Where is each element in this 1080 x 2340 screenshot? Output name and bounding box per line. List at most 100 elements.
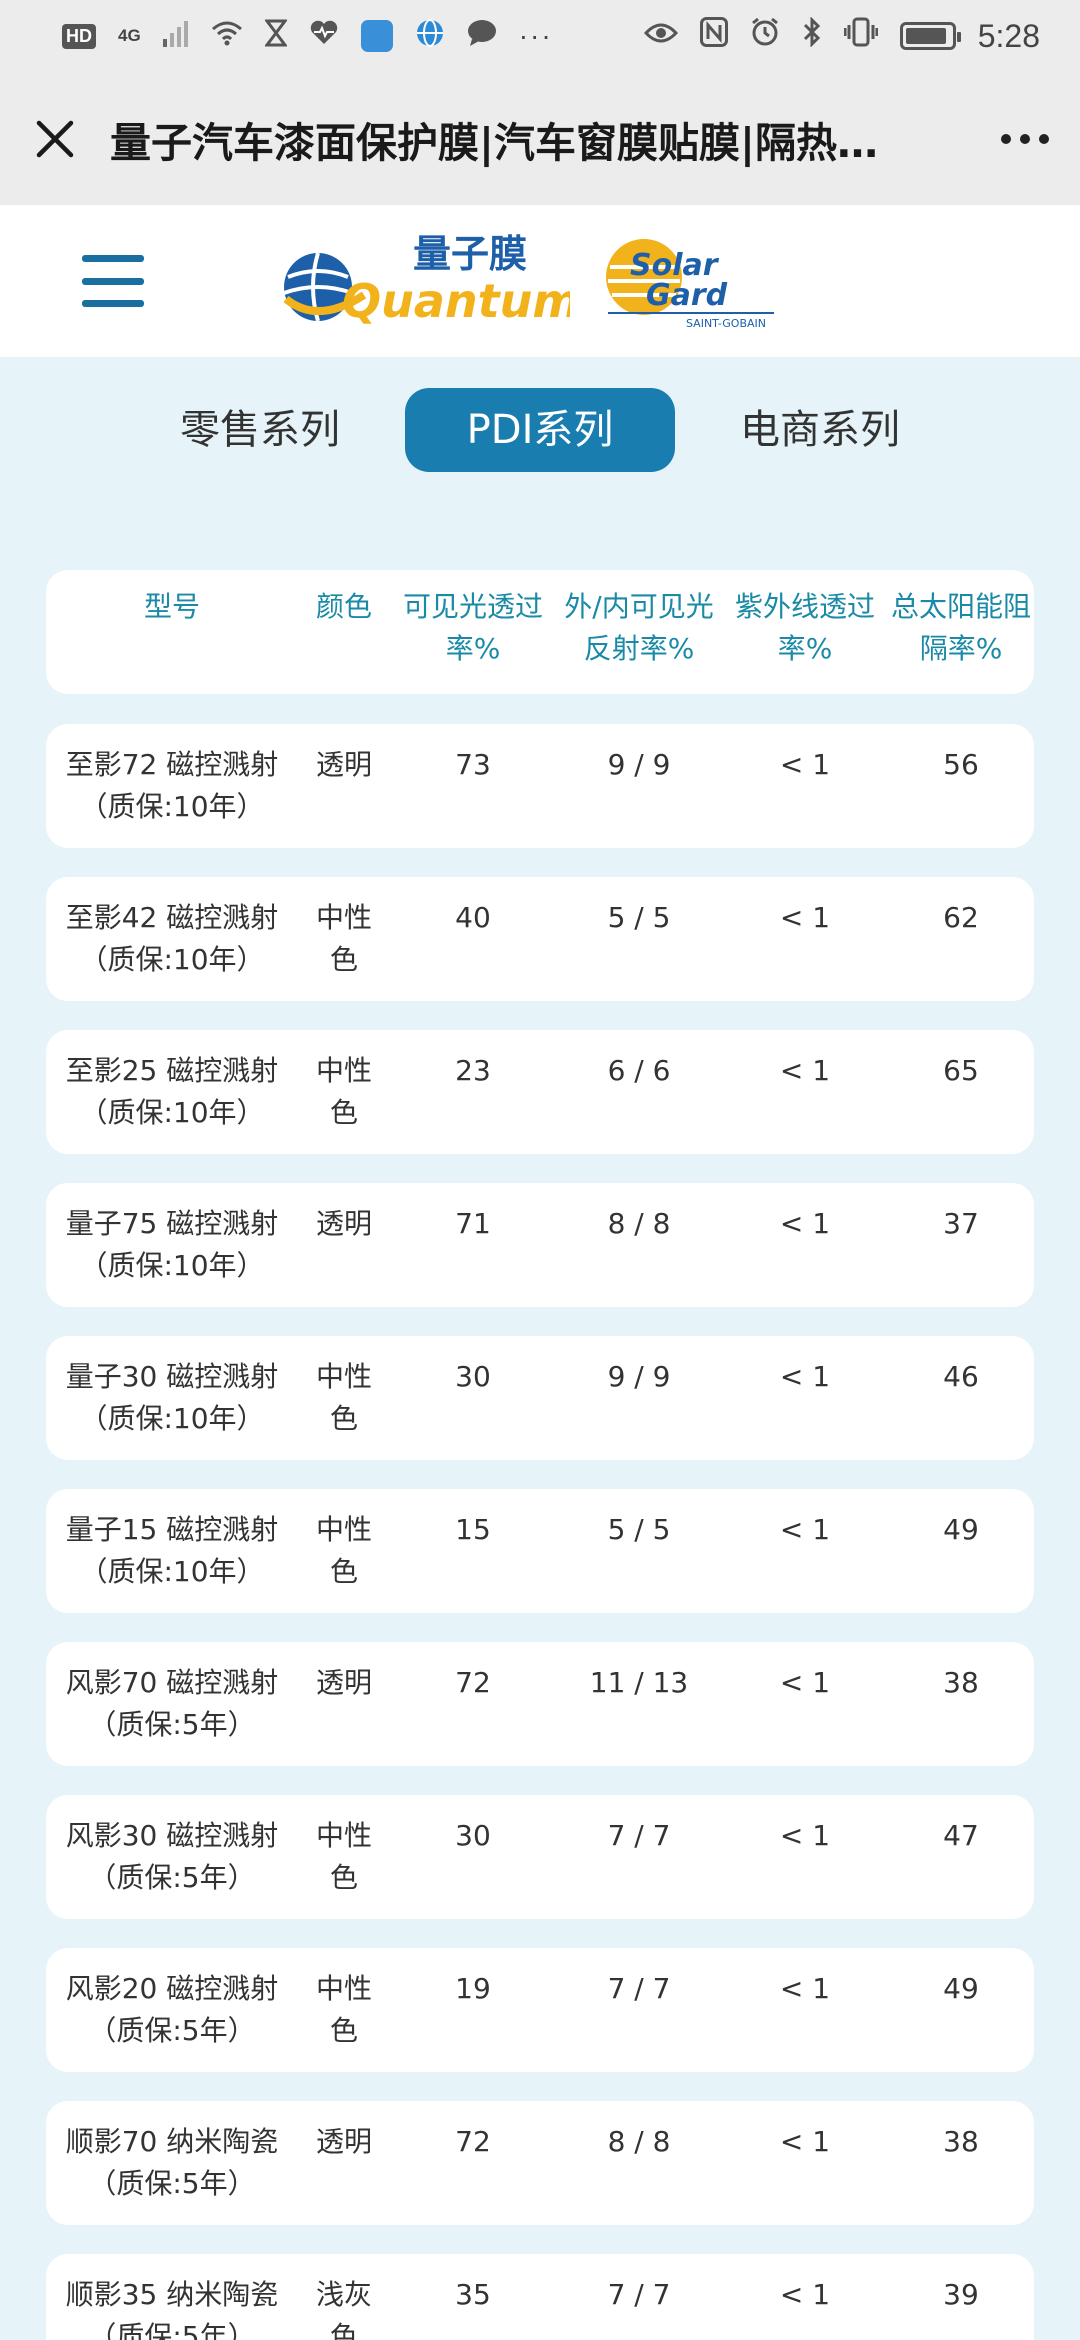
more-dot [1039, 133, 1049, 144]
status-left: HD 4G ··· [62, 18, 644, 55]
cell-color: 中性色 [298, 1489, 390, 1613]
cell-vlt: 40 [455, 901, 491, 934]
header-line: 率% [777, 632, 833, 665]
model-warranty: （质保:10年） [79, 1402, 265, 1435]
cell-color: 透明 [298, 1642, 390, 1766]
header-line: 可见光透过 [402, 590, 543, 623]
model-name: 量子15 磁控溅射 [65, 1513, 279, 1546]
hamburger-menu-button[interactable] [82, 255, 144, 307]
cell-color: 中性色 [298, 1030, 390, 1154]
network-badge: 4G [118, 26, 141, 45]
header-line: 颜色 [315, 590, 372, 623]
tab-ecommerce-series[interactable]: 电商系列 [740, 407, 900, 453]
cell-tser: 65 [943, 1054, 979, 1087]
cell-reflectance: 5 / 5 [607, 1513, 671, 1546]
more-dot [1001, 133, 1011, 144]
cell-uv: < 1 [779, 748, 831, 781]
model-name: 至影25 磁控溅射 [65, 1054, 279, 1087]
cell-tser: 47 [943, 1819, 979, 1852]
cell-vlt: 71 [455, 1207, 491, 1240]
vibrate-icon [843, 17, 879, 55]
cell-color: 中性色 [298, 877, 390, 1001]
header-line: 隔率% [919, 632, 1003, 665]
cell-vlt: 30 [455, 1819, 491, 1852]
cell-tser: 38 [943, 1666, 979, 1699]
site-header: 量子膜 Quantum Solar Gard SAINT-GOBAIN [0, 205, 1080, 357]
header-total-solar-rejection: 总太阳能阻 隔率% [888, 570, 1034, 694]
cell-reflectance: 7 / 7 [607, 1972, 671, 2005]
cell-tser: 46 [943, 1360, 979, 1393]
cell-color: 中性色 [298, 1336, 390, 1460]
close-button[interactable] [0, 72, 110, 205]
tab-retail-series[interactable]: 零售系列 [180, 407, 340, 453]
color-line: 色 [329, 2320, 358, 2340]
cell-tser: 37 [943, 1207, 979, 1240]
color-line: 色 [329, 2014, 358, 2047]
model-name: 至影42 磁控溅射 [65, 901, 279, 934]
solar-gard-logo[interactable]: Solar Gard SAINT-GOBAIN [604, 231, 784, 331]
signal-icon [162, 19, 189, 54]
cell-uv: < 1 [779, 1360, 831, 1393]
cell-color: 透明 [298, 724, 390, 848]
quantum-logo-cn: 量子膜 [413, 232, 527, 276]
cell-model: 至影72 磁控溅射 （质保:10年） [46, 724, 298, 848]
table-row: 顺影35 纳米陶瓷 （质保:5年） 浅灰色 35 7 / 7 < 1 39 [46, 2254, 1034, 2340]
model-warranty: （质保:10年） [79, 943, 265, 976]
table-row: 顺影70 纳米陶瓷 （质保:5年） 透明 72 8 / 8 < 1 38 [46, 2101, 1034, 2225]
cell-reflectance: 11 / 13 [589, 1666, 689, 1699]
cell-model: 顺影35 纳米陶瓷 （质保:5年） [46, 2254, 298, 2340]
color-line: 浅灰 [315, 2278, 372, 2311]
cell-color: 透明 [298, 2101, 390, 2225]
color-line: 中性 [315, 1972, 372, 2005]
header-line: 反射率% [583, 632, 695, 665]
more-dot [1020, 133, 1030, 144]
status-right: 5:28 [643, 16, 1040, 55]
model-warranty: （质保:10年） [79, 1096, 265, 1129]
solar-logo-line2: Gard [646, 278, 728, 313]
table-row: 风影70 磁控溅射 （质保:5年） 透明 72 11 / 13 < 1 38 [46, 1642, 1034, 1766]
model-warranty: （质保:5年） [88, 2167, 256, 2200]
header-model: 型号 [46, 570, 298, 694]
table-row: 至影25 磁控溅射 （质保:10年） 中性色 23 6 / 6 < 1 65 [46, 1030, 1034, 1154]
wifi-icon [211, 20, 243, 53]
sun-icon [606, 239, 682, 315]
more-options-button[interactable] [970, 72, 1080, 205]
cell-reflectance: 9 / 9 [607, 748, 671, 781]
cell-uv: < 1 [779, 1207, 831, 1240]
more-dots-icon: ··· [518, 20, 553, 51]
color-line: 透明 [315, 748, 372, 781]
color-line: 色 [329, 1402, 358, 1435]
cell-uv: < 1 [779, 1054, 831, 1087]
cell-reflectance: 8 / 8 [607, 2125, 671, 2158]
header-visible-transmittance: 可见光透过 率% [390, 570, 556, 694]
color-line: 色 [329, 1861, 358, 1894]
model-name: 风影30 磁控溅射 [65, 1819, 279, 1852]
cell-reflectance: 6 / 6 [607, 1054, 671, 1087]
header-uv-transmittance: 紫外线透过 率% [722, 570, 888, 694]
title-bar: 量子汽车漆面保护膜|汽车窗膜贴膜|隔热… [0, 72, 1080, 205]
header-line: 型号 [143, 590, 200, 623]
table-row: 至影72 磁控溅射 （质保:10年） 透明 73 9 / 9 < 1 56 [46, 724, 1034, 848]
hd-badge: HD [62, 23, 96, 49]
header-line: 总太阳能阻 [890, 590, 1031, 623]
cell-vlt: 72 [455, 2125, 491, 2158]
quantum-logo[interactable]: 量子膜 Quantum [278, 225, 580, 337]
solar-logo-line1: Solar [630, 248, 720, 283]
cell-model: 顺影70 纳米陶瓷 （质保:5年） [46, 2101, 298, 2225]
model-warranty: （质保:10年） [79, 1249, 265, 1282]
cell-model: 至影42 磁控溅射 （质保:10年） [46, 877, 298, 1001]
model-name: 顺影70 纳米陶瓷 [65, 2125, 279, 2158]
table-row: 量子30 磁控溅射 （质保:10年） 中性色 30 9 / 9 < 1 46 [46, 1336, 1034, 1460]
cell-color: 中性色 [298, 1948, 390, 2072]
header-line: 率% [445, 632, 501, 665]
cell-color: 中性色 [298, 1795, 390, 1919]
color-line: 中性 [315, 1054, 372, 1087]
cell-tser: 38 [943, 2125, 979, 2158]
cell-vlt: 23 [455, 1054, 491, 1087]
cell-model: 风影20 磁控溅射 （质保:5年） [46, 1948, 298, 2072]
tab-pdi-series[interactable]: PDI系列 [405, 388, 675, 472]
series-tabs: 零售系列 PDI系列 电商系列 [0, 388, 1080, 472]
cell-tser: 62 [943, 901, 979, 934]
model-warranty: （质保:10年） [79, 790, 265, 823]
model-name: 风影70 磁控溅射 [65, 1666, 279, 1699]
